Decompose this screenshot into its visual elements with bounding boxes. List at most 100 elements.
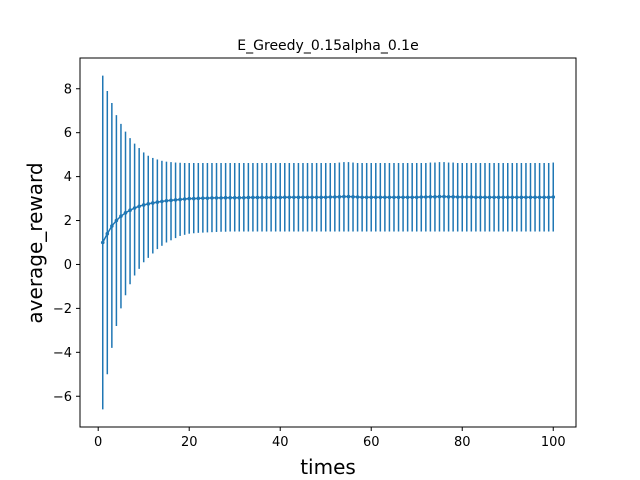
data-point: [442, 194, 446, 199]
data-point: [396, 195, 401, 200]
data-point: [337, 195, 342, 199]
data-point: [269, 195, 273, 200]
data-point: [100, 240, 105, 245]
data-point: [114, 218, 119, 223]
data-point: [196, 196, 201, 201]
data-point: [510, 195, 515, 200]
data-point: [182, 197, 187, 201]
data-point: [342, 194, 346, 199]
data-point: [424, 195, 428, 199]
data-point: [232, 195, 237, 200]
data-point: [355, 195, 360, 199]
data-point: [228, 195, 232, 200]
data-point: [451, 195, 455, 199]
data-point: [446, 195, 451, 199]
x-tick-label: 80: [454, 435, 471, 450]
data-point: [323, 195, 328, 200]
data-point: [123, 211, 128, 215]
data-point: [201, 196, 205, 200]
data-point: [551, 195, 556, 199]
data-point: [437, 194, 442, 199]
data-point: [210, 196, 214, 200]
data-point: [251, 195, 255, 200]
x-axis-label: times: [300, 455, 356, 479]
data-point: [401, 195, 405, 200]
data-point: [383, 195, 387, 200]
data-point: [128, 208, 132, 213]
data-point: [214, 196, 219, 200]
data-point: [360, 195, 364, 200]
data-point: [237, 195, 242, 200]
y-tick-label: 2: [64, 214, 72, 229]
data-point: [351, 195, 355, 199]
data-point: [191, 196, 196, 201]
data-point: [260, 195, 264, 200]
data-point: [141, 203, 146, 207]
data-point: [278, 195, 283, 200]
data-point: [487, 195, 492, 200]
data-point: [542, 195, 546, 200]
data-point: [223, 195, 228, 200]
data-point: [314, 195, 319, 200]
data-point: [164, 198, 169, 203]
data-point: [246, 195, 251, 200]
data-point: [369, 195, 374, 200]
data-point: [433, 195, 437, 199]
data-point: [333, 195, 337, 199]
data-point: [519, 195, 524, 200]
data-point: [282, 195, 287, 200]
data-point: [469, 195, 474, 199]
data-point: [483, 195, 487, 200]
data-point: [528, 195, 533, 200]
y-tick-label: −2: [53, 302, 72, 317]
data-point: [364, 195, 369, 200]
data-point: [410, 195, 414, 200]
data-point: [328, 195, 333, 199]
data-point: [151, 201, 155, 205]
data-point: [537, 195, 542, 200]
data-point: [178, 197, 182, 202]
data-point: [460, 195, 465, 199]
data-point: [501, 195, 505, 200]
data-point: [287, 195, 292, 200]
y-tick-label: 4: [64, 170, 72, 185]
data-point: [405, 195, 410, 200]
data-point: [373, 195, 378, 200]
data-point: [110, 224, 114, 228]
data-point: [146, 202, 151, 206]
data-point: [478, 195, 483, 200]
x-tick-label: 40: [272, 435, 289, 450]
x-tick-label: 60: [363, 435, 380, 450]
data-point: [464, 195, 469, 199]
data-point: [296, 195, 301, 200]
data-point: [242, 195, 246, 200]
data-point: [255, 195, 260, 200]
plot-frame: [79, 57, 577, 428]
data-point: [119, 214, 123, 218]
data-point: [219, 196, 223, 200]
data-point: [160, 199, 164, 204]
y-tick-label: 0: [64, 258, 72, 273]
plot-area: [100, 75, 556, 410]
data-point: [173, 198, 178, 202]
series-line: [102, 195, 554, 243]
data-point: [387, 195, 392, 200]
data-point: [137, 204, 141, 209]
data-point: [310, 195, 314, 200]
data-point: [155, 200, 160, 204]
data-point: [414, 195, 419, 200]
x-axis: 0 20 40 60 80 100: [94, 427, 566, 450]
data-point: [319, 195, 323, 200]
data-point: [205, 196, 210, 200]
data-point: [474, 195, 478, 200]
y-axis-label: average_reward: [23, 162, 47, 323]
data-point: [505, 195, 510, 200]
y-tick-label: 6: [64, 126, 72, 141]
x-tick-label: 20: [181, 435, 198, 450]
data-point: [346, 194, 351, 199]
data-point: [301, 195, 305, 200]
y-tick-label: 8: [64, 82, 72, 97]
data-point: [524, 195, 528, 200]
